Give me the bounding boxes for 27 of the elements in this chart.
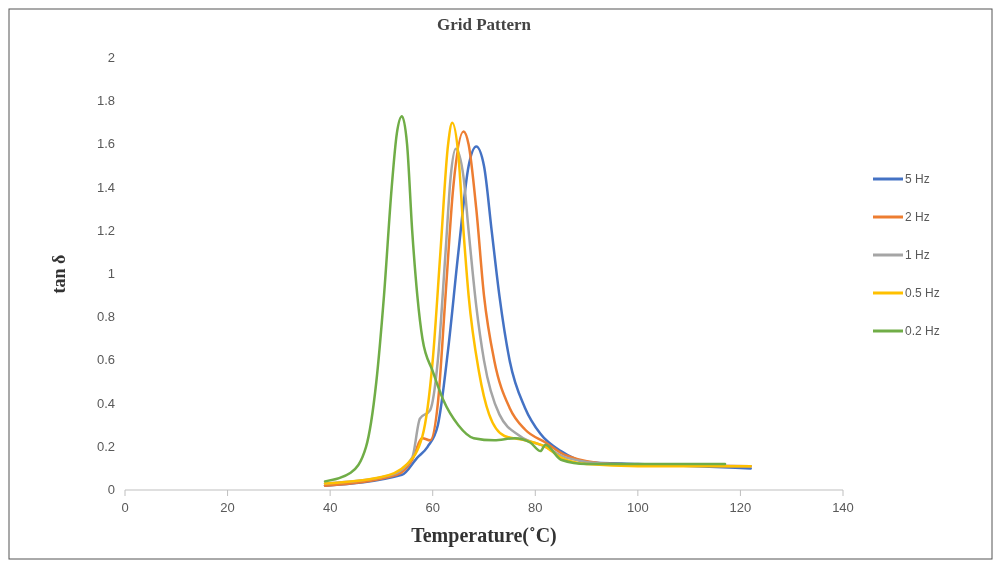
y-tick-label: 0 — [107, 482, 115, 497]
y-tick-label: 1.6 — [96, 136, 115, 152]
chart-title: Grid Pattern — [437, 15, 532, 34]
y-tick-label: 1.2 — [96, 222, 115, 238]
x-tick-label: 100 — [627, 500, 649, 515]
x-axis-title: Temperature(˚C) — [411, 524, 557, 547]
legend-label: 1 Hz — [905, 248, 930, 262]
x-tick-label: 0 — [121, 500, 129, 515]
legend-label: 0.2 Hz — [905, 324, 940, 338]
legend-label: 0.5 Hz — [905, 286, 940, 300]
y-tick-label: 1 — [107, 266, 115, 281]
x-tick-label: 120 — [729, 500, 752, 515]
y-tick-label: 0.4 — [96, 395, 115, 411]
x-tick-label: 80 — [528, 500, 543, 515]
x-tick-label: 20 — [220, 500, 235, 515]
y-tick-label: 1.8 — [96, 93, 115, 109]
x-tick-label: 40 — [322, 500, 338, 515]
y-tick-label: 0.8 — [96, 309, 115, 325]
y-tick-label: 2 — [107, 50, 115, 65]
y-tick-label: 0.6 — [96, 352, 115, 368]
legend-label: 5 Hz — [905, 172, 930, 186]
legend-label: 2 Hz — [905, 210, 930, 224]
y-tick-label: 0.2 — [96, 438, 115, 454]
x-tick-label: 140 — [832, 500, 854, 515]
x-tick-label: 60 — [425, 500, 440, 515]
y-axis-title: tan δ — [49, 254, 69, 294]
y-tick-label: 1.4 — [96, 179, 115, 195]
